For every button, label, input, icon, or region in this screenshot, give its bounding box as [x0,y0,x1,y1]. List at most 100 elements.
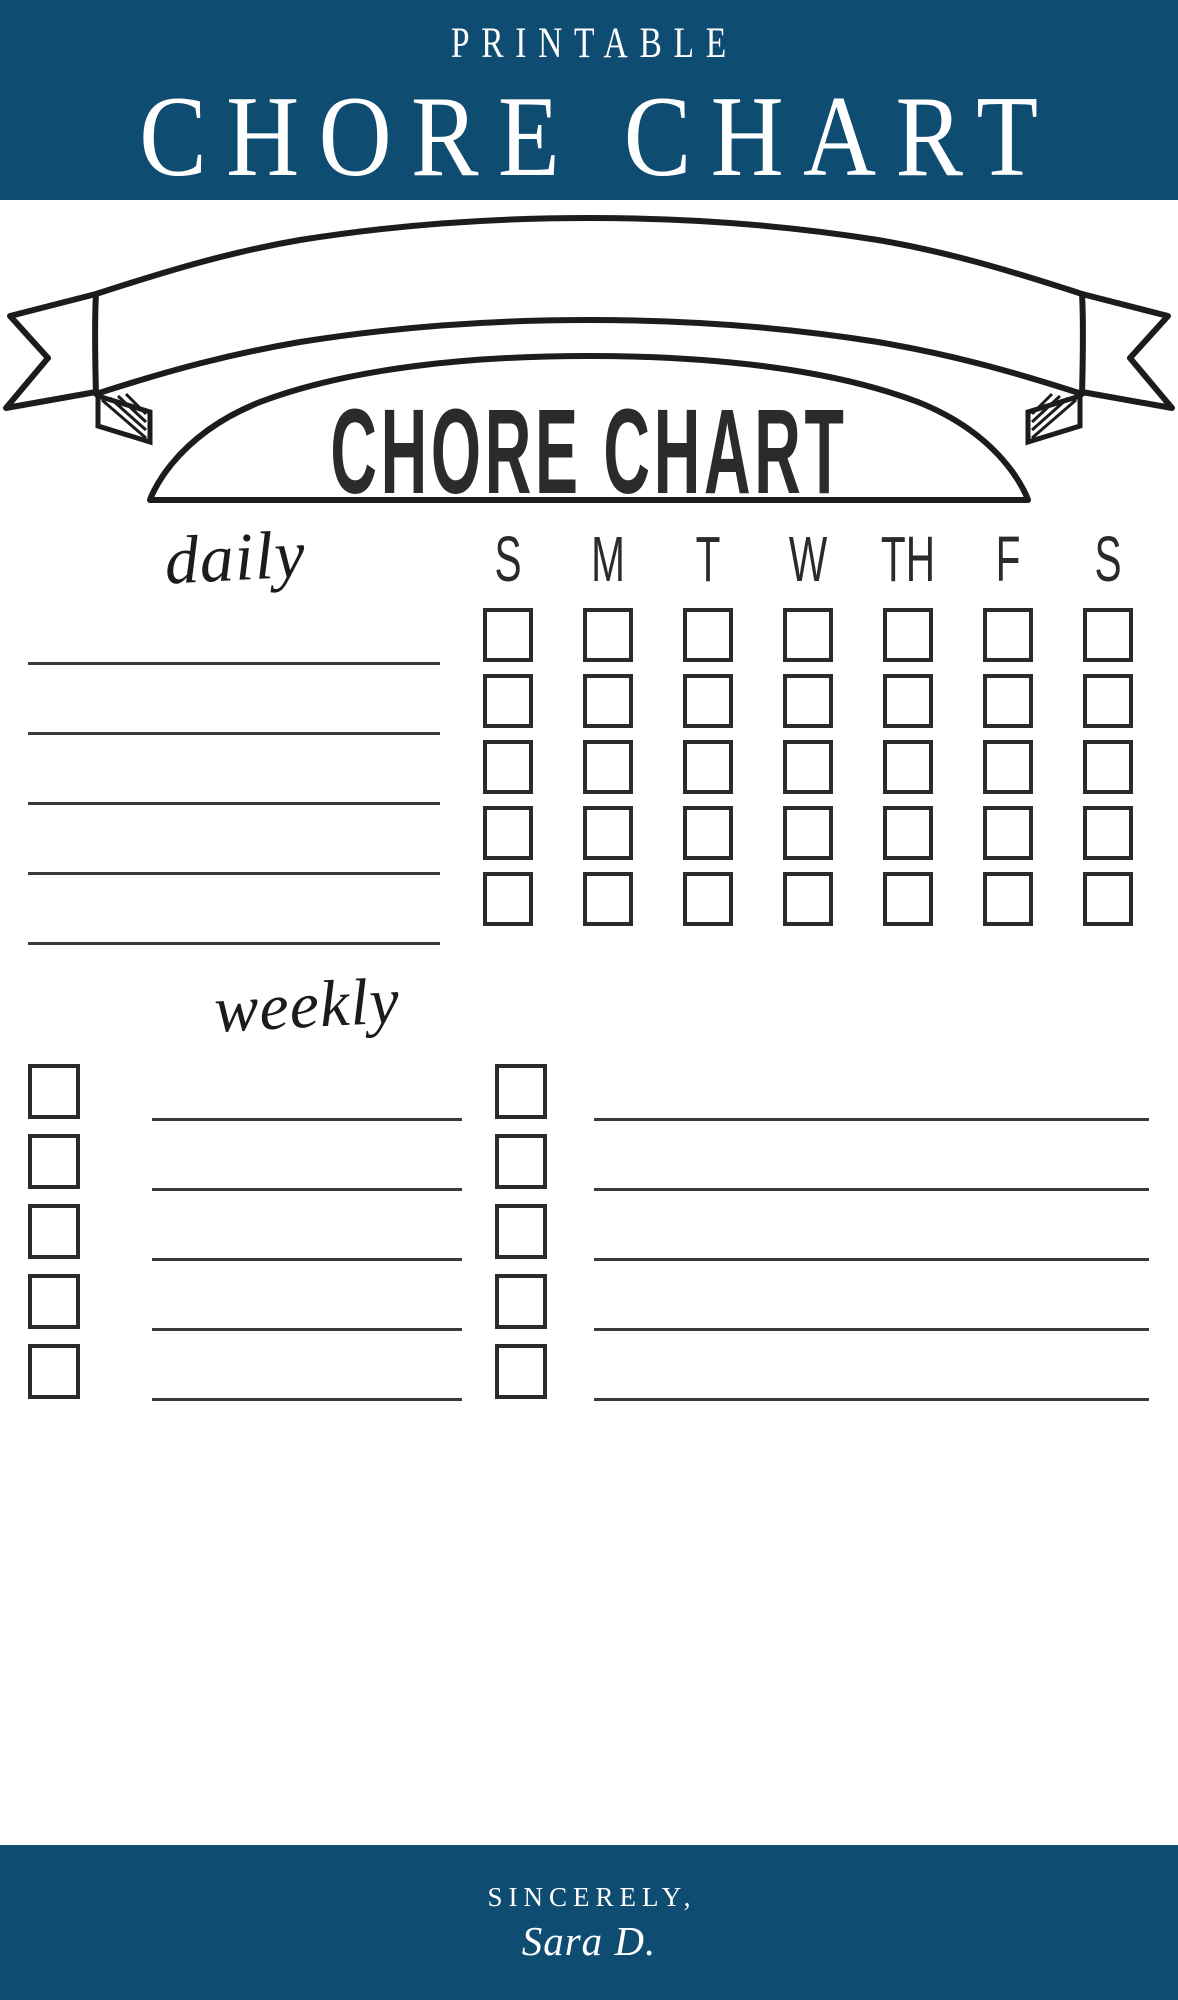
daily-checkbox-r5-c2[interactable] [583,872,633,926]
daily-grid-cell [758,740,858,794]
daily-checkbox-r1-c2[interactable] [583,608,633,662]
daily-checkbox-r2-c2[interactable] [583,674,633,728]
weekly-right-line-5[interactable] [594,1398,1149,1401]
daily-grid-row [458,740,1158,794]
daily-checkbox-r1-c7[interactable] [1083,608,1133,662]
daily-checkbox-r2-c6[interactable] [983,674,1033,728]
daily-checkbox-r5-c4[interactable] [783,872,833,926]
daily-checkbox-r4-c1[interactable] [483,806,533,860]
daily-checkbox-r1-c3[interactable] [683,608,733,662]
daily-grid-cell [458,608,558,662]
weekly-left-line-1[interactable] [152,1118,462,1121]
daily-checkbox-r2-c5[interactable] [883,674,933,728]
daily-grid-cell [458,740,558,794]
daily-checkbox-r4-c2[interactable] [583,806,633,860]
daily-checkbox-r5-c6[interactable] [983,872,1033,926]
daily-grid-cell [1058,740,1158,794]
daily-grid-cell [1058,674,1158,728]
daily-line[interactable] [28,802,440,805]
daily-checkbox-r3-c3[interactable] [683,740,733,794]
daily-grid-cell [658,872,758,926]
day-header-saturday: S [1094,523,1122,596]
daily-checkbox-r4-c4[interactable] [783,806,833,860]
day-header-sunday: S [494,523,522,596]
weekly-right-line-3[interactable] [594,1258,1149,1261]
weekly-left-checkbox-3[interactable] [28,1204,80,1259]
daily-line[interactable] [28,662,440,665]
daily-checkbox-r5-c5[interactable] [883,872,933,926]
weekly-left-checkbox-5[interactable] [28,1344,80,1399]
footer-sincerely-text: SINCERELY, [487,1881,697,1912]
weekly-right-column [488,1052,1149,1401]
daily-checkbox-r4-c3[interactable] [683,806,733,860]
daily-checkbox-r1-c1[interactable] [483,608,533,662]
daily-checkbox-r1-c6[interactable] [983,608,1033,662]
daily-checkbox-r2-c3[interactable] [683,674,733,728]
weekly-right-line-2[interactable] [594,1188,1149,1191]
daily-line[interactable] [28,942,440,945]
daily-checkbox-r3-c4[interactable] [783,740,833,794]
daily-checkbox-r5-c7[interactable] [1083,872,1133,926]
daily-grid-cell [758,806,858,860]
daily-checkbox-r2-c4[interactable] [783,674,833,728]
weekly-right-checkbox-2[interactable] [495,1134,547,1189]
daily-checkbox-r1-c4[interactable] [783,608,833,662]
daily-grid-cell [558,872,658,926]
weekly-left-line-5[interactable] [152,1398,462,1401]
header-banner: PRINTABLE CHORE CHART [0,0,1178,200]
daily-line[interactable] [28,732,440,735]
weekly-left-checkbox-2[interactable] [28,1134,80,1189]
weekly-right-checkbox-4[interactable] [495,1274,547,1329]
daily-grid-cell [758,674,858,728]
daily-section-label: daily [162,515,308,599]
page-title: CHORE CHART [139,73,1058,200]
daily-checkbox-r4-c5[interactable] [883,806,933,860]
weekly-left-line-4[interactable] [152,1328,462,1331]
daily-grid-cell [458,674,558,728]
daily-checkbox-r2-c1[interactable] [483,674,533,728]
daily-grid-cell [658,608,758,662]
day-header-monday: M [591,523,625,596]
daily-grid-cell [1058,872,1158,926]
daily-checkbox-r5-c1[interactable] [483,872,533,926]
daily-grid-cell [858,740,958,794]
daily-grid-cell [1058,608,1158,662]
daily-checkbox-r1-c5[interactable] [883,608,933,662]
day-header-tuesday: T [695,523,721,596]
daily-checkbox-r3-c6[interactable] [983,740,1033,794]
daily-grid-row [458,872,1158,926]
weekly-left-checkbox-1[interactable] [28,1064,80,1119]
ribbon-banner [0,208,1178,508]
banner-title-lettering: CHORE CHART [330,385,848,520]
daily-grid-cell [858,872,958,926]
daily-checkbox-r3-c7[interactable] [1083,740,1133,794]
weekly-right-checkbox-3[interactable] [495,1204,547,1259]
weekly-right-line-1[interactable] [594,1118,1149,1121]
weekly-right-checkbox-5[interactable] [495,1344,547,1399]
daily-checkbox-r4-c6[interactable] [983,806,1033,860]
daily-checkbox-r5-c3[interactable] [683,872,733,926]
daily-checkbox-r3-c1[interactable] [483,740,533,794]
daily-grid-cell [558,674,658,728]
weekly-left-checkbox-4[interactable] [28,1274,80,1329]
daily-checkbox-r3-c5[interactable] [883,740,933,794]
weekly-right-checkbox-1[interactable] [495,1064,547,1119]
daily-chore-lines [28,640,440,950]
daily-grid-cell [958,608,1058,662]
day-header-friday: F [995,523,1021,596]
weekly-left-line-3[interactable] [152,1258,462,1261]
daily-checkbox-grid [458,608,1158,938]
daily-checkbox-r4-c7[interactable] [1083,806,1133,860]
daily-line[interactable] [28,872,440,875]
daily-grid-cell [558,806,658,860]
day-header-wednesday: W [788,523,828,596]
weekly-right-line-4[interactable] [594,1328,1149,1331]
daily-checkbox-r3-c2[interactable] [583,740,633,794]
weekly-left-line-2[interactable] [152,1188,462,1191]
weekly-left-column [20,1052,550,1401]
daily-grid-cell [758,872,858,926]
daily-grid-cell [458,806,558,860]
daily-grid-cell [958,806,1058,860]
daily-checkbox-r2-c7[interactable] [1083,674,1133,728]
